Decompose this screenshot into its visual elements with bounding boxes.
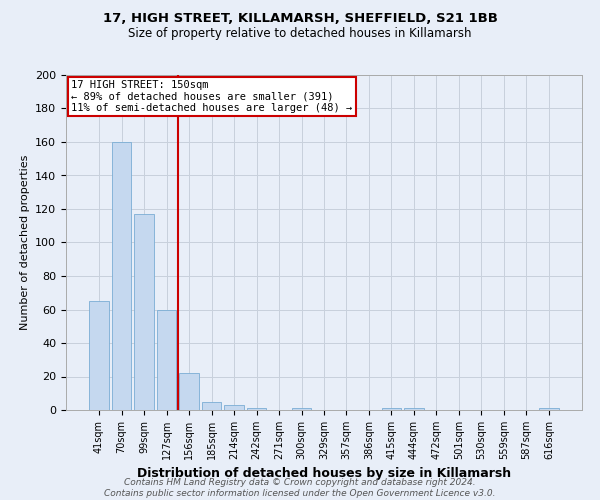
Text: 17 HIGH STREET: 150sqm
← 89% of detached houses are smaller (391)
11% of semi-de: 17 HIGH STREET: 150sqm ← 89% of detached…: [71, 80, 352, 113]
Bar: [382, 408, 401, 410]
Bar: [134, 214, 154, 410]
Bar: [179, 373, 199, 410]
Bar: [157, 310, 176, 410]
Text: 17, HIGH STREET, KILLAMARSH, SHEFFIELD, S21 1BB: 17, HIGH STREET, KILLAMARSH, SHEFFIELD, …: [103, 12, 497, 26]
Y-axis label: Number of detached properties: Number of detached properties: [20, 155, 29, 330]
Bar: [202, 402, 221, 410]
Bar: [89, 301, 109, 410]
Bar: [224, 405, 244, 410]
Text: Size of property relative to detached houses in Killamarsh: Size of property relative to detached ho…: [128, 28, 472, 40]
Bar: [292, 408, 311, 410]
Bar: [247, 408, 266, 410]
Bar: [539, 408, 559, 410]
Bar: [112, 142, 131, 410]
X-axis label: Distribution of detached houses by size in Killamarsh: Distribution of detached houses by size …: [137, 468, 511, 480]
Text: Contains HM Land Registry data © Crown copyright and database right 2024.
Contai: Contains HM Land Registry data © Crown c…: [104, 478, 496, 498]
Bar: [404, 408, 424, 410]
